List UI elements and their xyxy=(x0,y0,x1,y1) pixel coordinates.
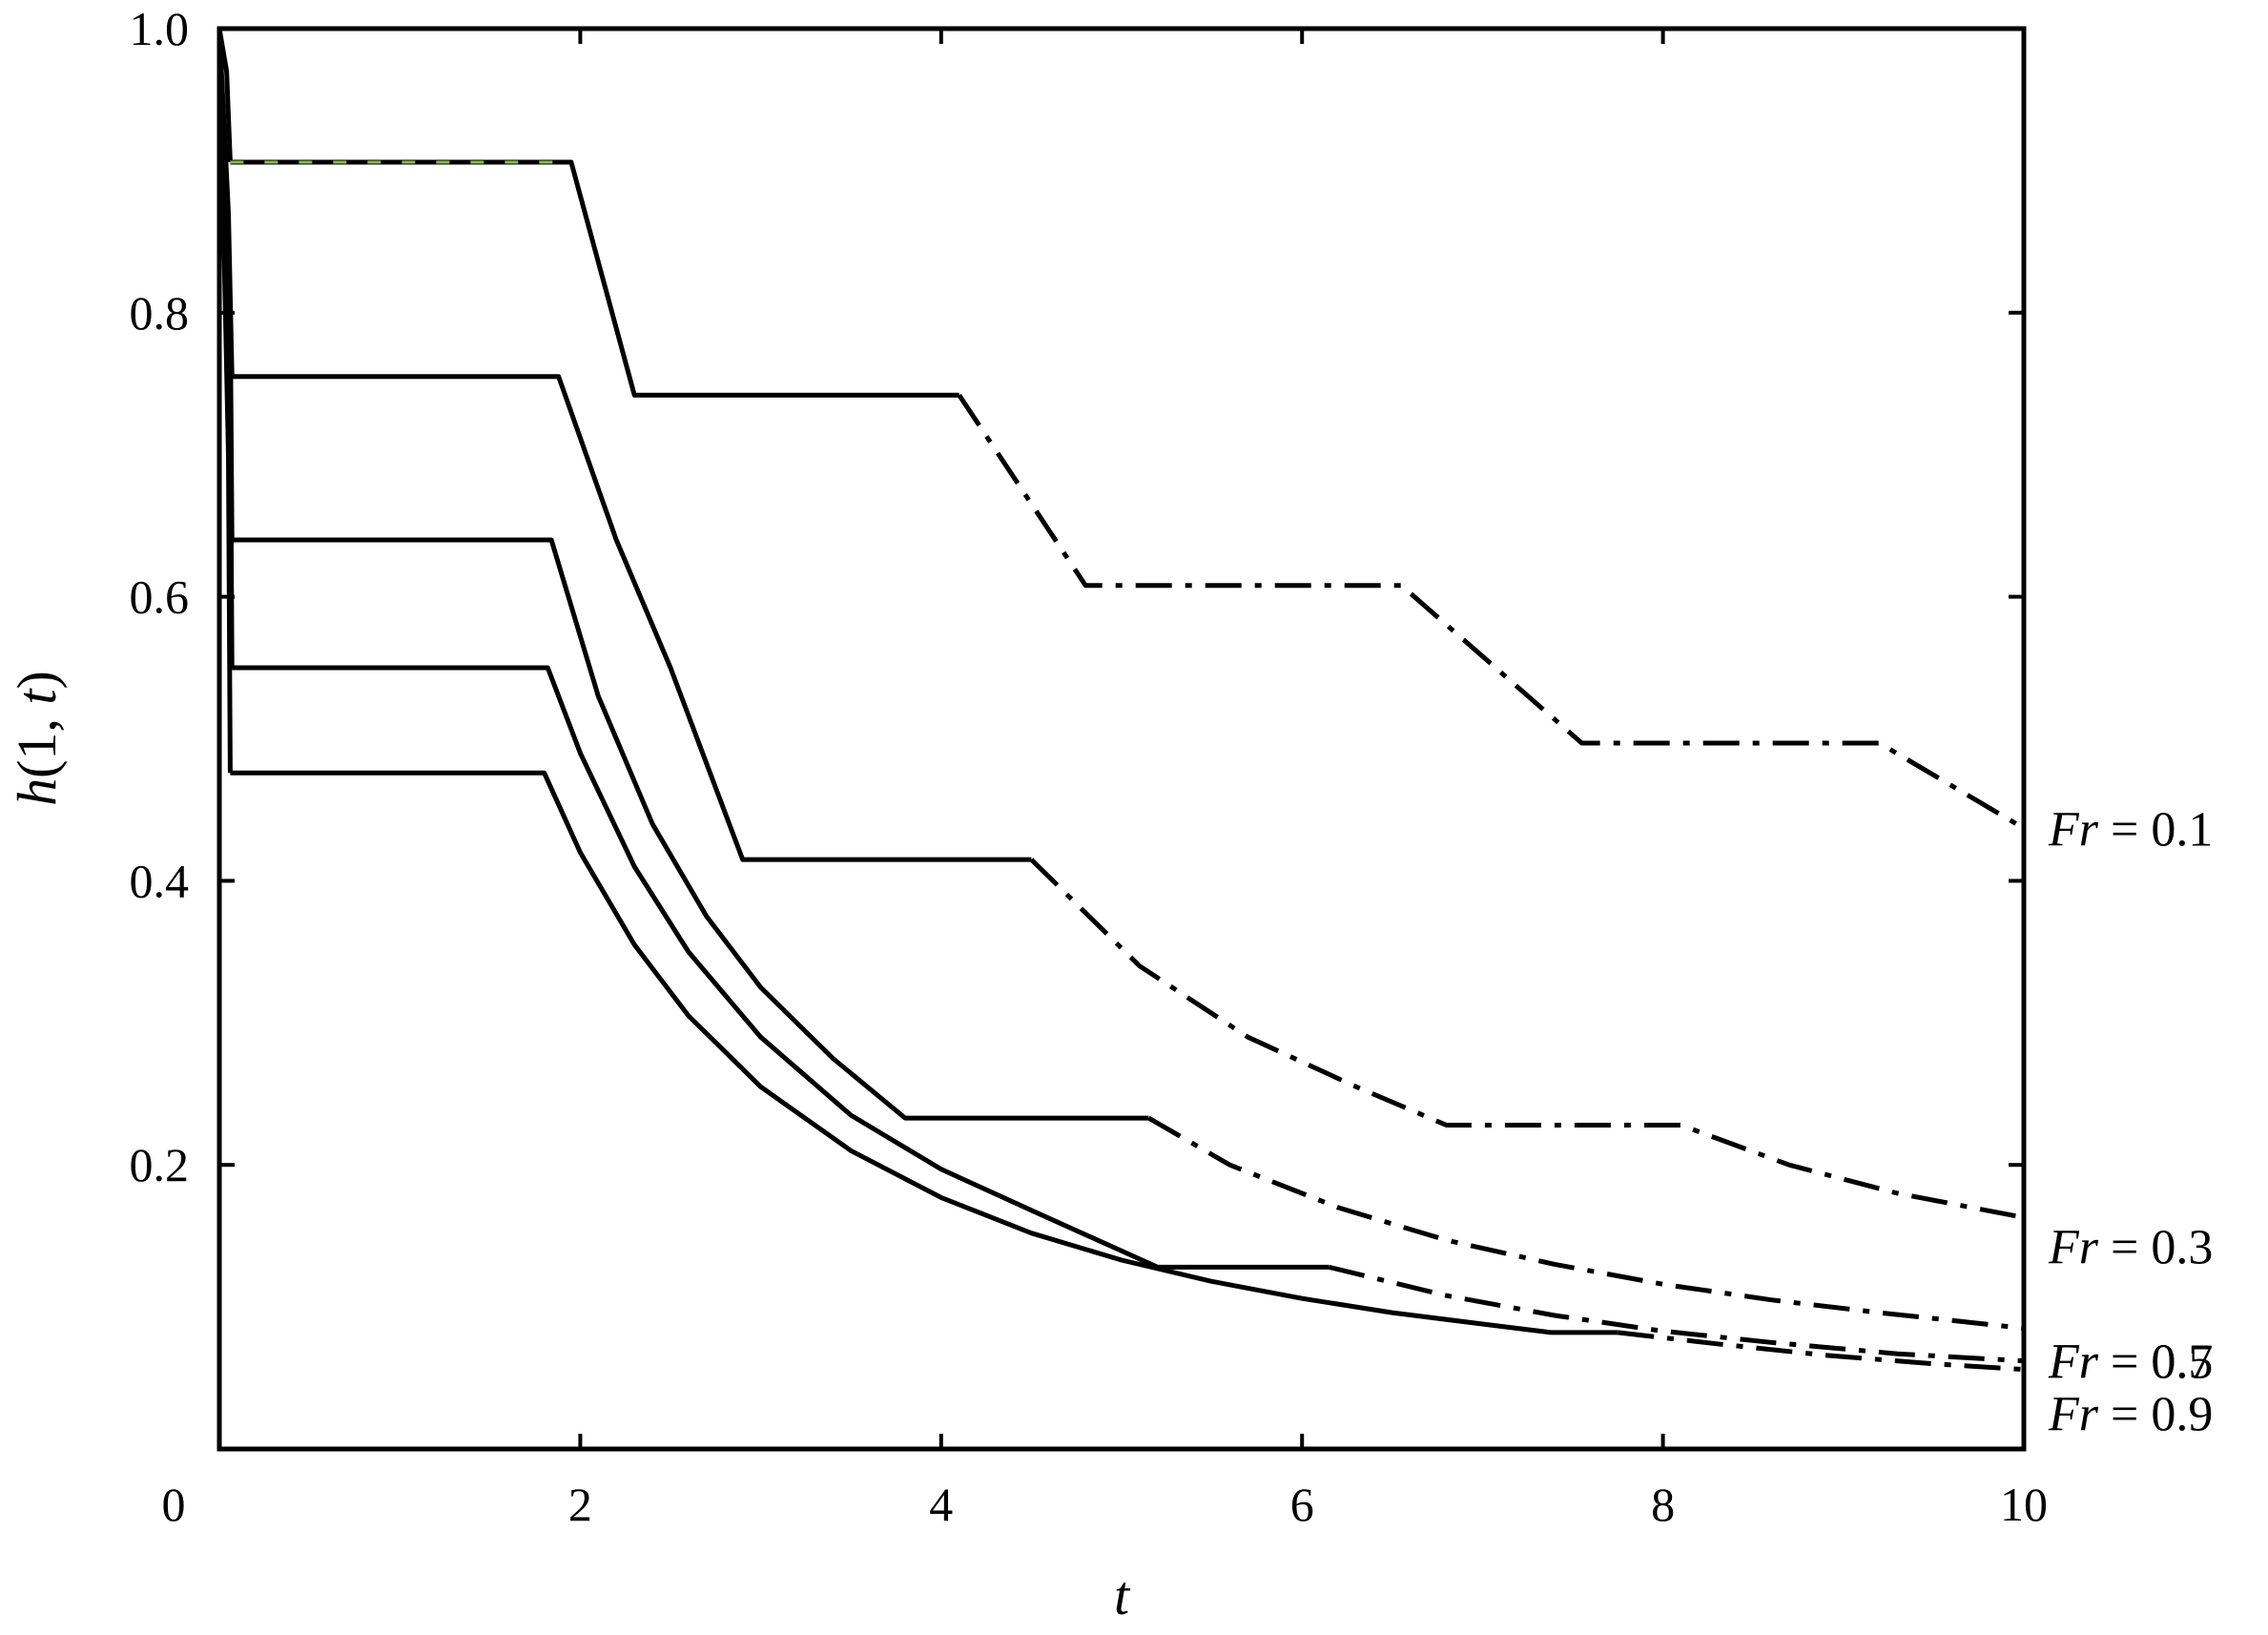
series-line-fr-0-5-solid xyxy=(232,537,1149,1121)
series-label: Fr = 0.7 xyxy=(2048,1335,2213,1390)
series-line-fr-0-7-solid xyxy=(232,665,1330,1270)
series-line-fr-0-3-dashdot xyxy=(1029,858,2025,1220)
plot-frame xyxy=(216,26,2027,1452)
y-tick-label: 0.8 xyxy=(130,286,190,340)
series-line-fr-0-9-dashdot xyxy=(1618,1330,2025,1373)
series-label: Fr = 0.1 xyxy=(2048,802,2213,857)
series-label: Fr = 0.3 xyxy=(2048,1220,2213,1274)
series-line-fr-0-1-solid xyxy=(230,159,959,398)
y-tick-label: 0.4 xyxy=(130,854,190,907)
series-line-fr-0-3-solid xyxy=(232,374,1032,862)
series-line-fr-0-5-dashdot xyxy=(1147,1115,2025,1331)
y-tick-label: 0.6 xyxy=(130,570,190,624)
y-tick-label: 0.2 xyxy=(130,1138,190,1191)
y-tick-label: 1.0 xyxy=(130,2,190,55)
x-tick-label: 2 xyxy=(568,1478,592,1531)
x-tick-label: 4 xyxy=(929,1478,953,1531)
plot-area xyxy=(216,28,2026,1373)
x-tick-label: 8 xyxy=(1651,1478,1675,1531)
x-tick-label: 6 xyxy=(1290,1478,1314,1531)
labels: 0 2 4 6 8 10 0.2 0.4 0.6 0.8 1.0 Fr = 0.1 Fr = 0.3 Fr… xyxy=(130,2,2214,1531)
series-label: Fr = 0.9 xyxy=(2048,1388,2213,1442)
series-line-fr-0-1-dashdot xyxy=(957,393,2026,831)
ticks xyxy=(219,29,2024,1449)
x-tick-label: 0 xyxy=(162,1478,186,1531)
series-label: Fr = 0.5 xyxy=(2048,1335,2213,1389)
x-tick-label: 10 xyxy=(2000,1478,2048,1531)
series-line-fr-0-9-solid xyxy=(216,28,233,774)
y-axis-title: h(1, t) xyxy=(6,671,68,806)
series-line-fr-0-9-solid xyxy=(230,770,1619,1335)
x-axis-title: t xyxy=(1114,1564,1131,1626)
series-line-fr-0-7-dashdot xyxy=(1329,1264,2025,1364)
